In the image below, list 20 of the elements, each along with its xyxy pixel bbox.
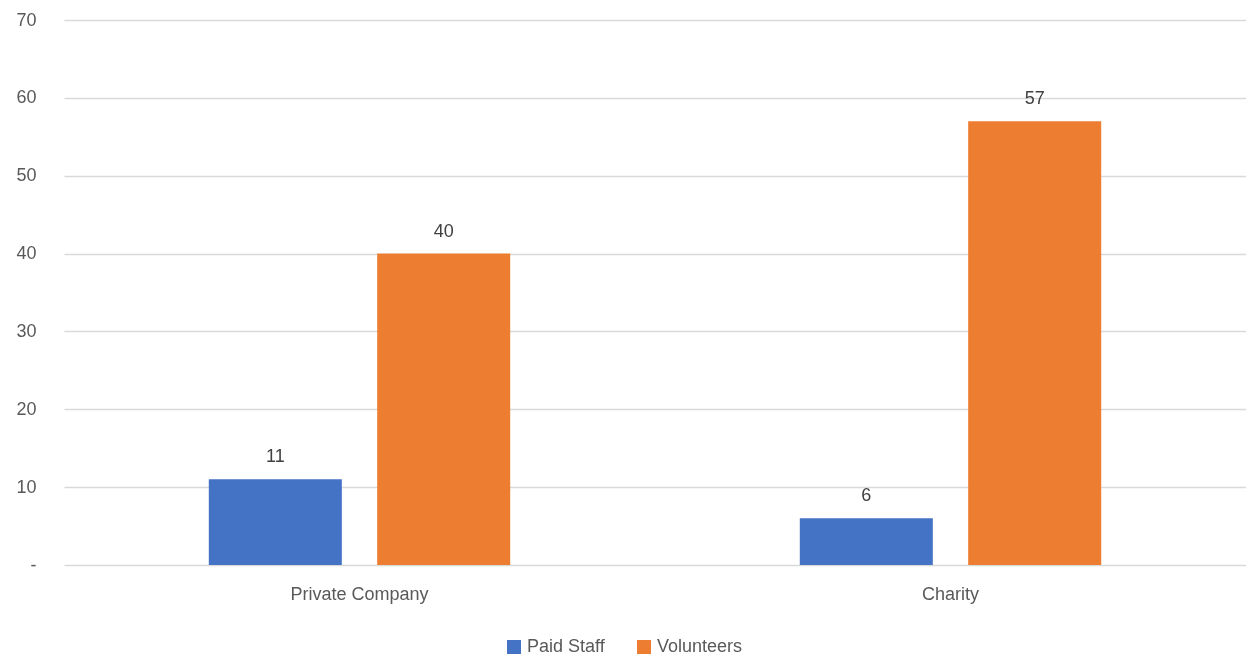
y-tick-label: - (30, 554, 37, 575)
y-tick-label: 40 (16, 243, 37, 264)
legend-label: Paid Staff (527, 636, 606, 656)
data-label: 6 (861, 485, 872, 506)
y-tick-label: 70 (16, 9, 37, 30)
bar (968, 121, 1102, 565)
bar (377, 253, 511, 565)
y-tick-label: 60 (16, 87, 37, 108)
data-label: 57 (1024, 88, 1045, 109)
y-tick-label: 20 (16, 398, 37, 419)
bar (208, 479, 342, 565)
data-label: 11 (265, 446, 285, 467)
y-tick-label: 50 (16, 165, 37, 186)
y-tick-label: 30 (16, 320, 37, 341)
bar (799, 518, 933, 565)
legend-label: Volunteers (657, 636, 743, 656)
x-tick-label: Charity (921, 583, 980, 604)
data-label: 40 (433, 220, 454, 241)
x-tick-label: Private Company (290, 583, 429, 604)
y-tick-label: 10 (16, 476, 37, 497)
